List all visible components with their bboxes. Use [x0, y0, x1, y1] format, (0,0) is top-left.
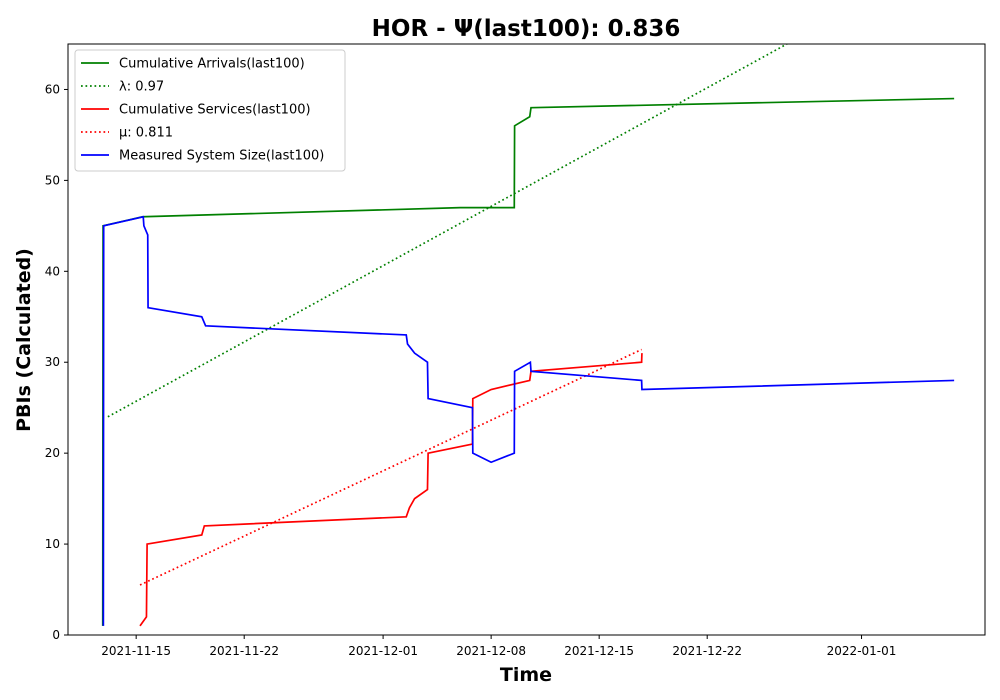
x-tick-label: 2021-12-22	[672, 644, 742, 658]
x-tick-label: 2021-11-15	[101, 644, 171, 658]
y-tick-label: 0	[52, 628, 60, 642]
x-axis: 2021-11-15 2021-11-22 2021-12-01 2021-12-08…	[101, 635, 896, 658]
x-tick-label: 2021-12-15	[564, 644, 634, 658]
x-axis-title: Time	[500, 664, 552, 686]
legend-label: μ: 0.811	[119, 126, 173, 141]
plot-area	[101, 44, 955, 627]
x-tick-label: 2022-01-01	[827, 644, 897, 658]
y-tick-label: 60	[45, 82, 60, 96]
series-line-4	[102, 215, 955, 626]
legend-label: λ: 0.97	[119, 80, 164, 95]
legend: Cumulative Arrivals(last100) λ: 0.97 Cumul…	[74, 49, 346, 172]
legend-label: Cumulative Arrivals(last100)	[119, 57, 305, 72]
y-tick-label: 40	[45, 264, 60, 278]
plot-frame	[67, 43, 986, 636]
x-tick-label: 2021-11-22	[209, 644, 279, 658]
x-tick-label: 2021-12-08	[456, 644, 526, 658]
y-tick-label: 20	[45, 446, 60, 460]
y-axis-title: PBIs (Calculated)	[13, 248, 35, 432]
y-tick-label: 30	[45, 355, 60, 369]
series-line-1	[107, 44, 788, 418]
series-line-3	[139, 348, 642, 586]
legend-box	[74, 49, 346, 172]
y-axis: 0 10 20 30 40 50 60	[45, 82, 68, 642]
y-tick-label: 50	[45, 173, 60, 187]
legend-label: Cumulative Services(last100)	[119, 103, 311, 118]
x-tick-label: 2021-12-01	[348, 644, 418, 658]
y-tick-label: 10	[45, 537, 60, 551]
chart-title: HOR - Ψ(last100): 0.836	[372, 16, 681, 42]
legend-label: Measured System Size(last100)	[119, 149, 324, 164]
series-line-2	[139, 353, 643, 627]
series-line-0	[101, 97, 955, 626]
